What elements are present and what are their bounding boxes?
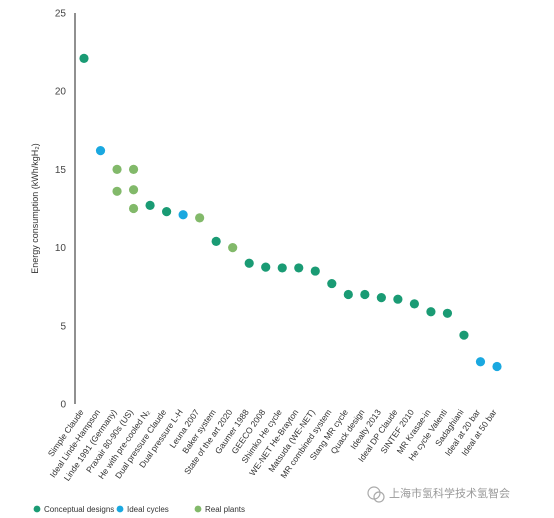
legend-marker-conceptual-designs bbox=[33, 505, 41, 513]
data-point-real-plants bbox=[128, 203, 139, 214]
watermark: 上海市氢科学技术氢智会 bbox=[367, 486, 510, 503]
data-point-conceptual-designs bbox=[79, 53, 89, 63]
y-axis-ticks: 0 5 10 15 20 25 bbox=[55, 9, 67, 411]
y-tick-label: 20 bbox=[55, 87, 67, 98]
y-tick-label: 5 bbox=[60, 321, 66, 332]
legend-marker-real-plants bbox=[194, 505, 202, 513]
data-point-conceptual-designs bbox=[459, 330, 469, 340]
legend-label-ideal-cycles: Ideal cycles bbox=[127, 505, 169, 514]
data-point-conceptual-designs bbox=[162, 207, 172, 217]
data-point-conceptual-designs bbox=[310, 266, 320, 276]
y-axis-label: Energy consumption (kWh/kgH₂) bbox=[30, 143, 40, 274]
legend-label-real-plants: Real plants bbox=[205, 505, 245, 514]
data-point-conceptual-designs bbox=[360, 289, 370, 300]
data-point-conceptual-designs bbox=[145, 200, 155, 210]
data-point-conceptual-designs bbox=[393, 294, 403, 304]
watermark-text: 上海市氢科学技术氢智会 bbox=[389, 486, 510, 500]
data-point-real-plants bbox=[112, 164, 122, 174]
legend-label-conceptual-designs: Conceptual designs bbox=[44, 505, 114, 514]
data-point-conceptual-designs bbox=[327, 278, 337, 289]
y-tick-label: 15 bbox=[55, 165, 67, 176]
data-point-real-plants bbox=[128, 185, 139, 195]
data-point-real-plants bbox=[228, 243, 238, 253]
data-point-conceptual-designs bbox=[211, 236, 221, 246]
data-point-ideal-cycles bbox=[178, 210, 188, 220]
data-point-ideal-cycles bbox=[492, 361, 502, 372]
data-point-conceptual-designs bbox=[294, 263, 304, 273]
data-point-conceptual-designs bbox=[409, 299, 419, 309]
data-point-real-plants bbox=[195, 213, 205, 223]
wechat-icon bbox=[367, 486, 385, 503]
legend-marker-ideal-cycles bbox=[116, 505, 124, 513]
data-point-conceptual-designs bbox=[343, 289, 353, 300]
y-tick-label: 0 bbox=[60, 400, 66, 411]
y-tick-label: 25 bbox=[55, 9, 67, 20]
data-point-ideal-cycles bbox=[475, 357, 486, 367]
data-point-conceptual-designs bbox=[426, 307, 436, 317]
data-point-conceptual-designs bbox=[442, 308, 453, 318]
data-point-real-plants bbox=[128, 164, 139, 174]
data-point-real-plants bbox=[112, 186, 122, 196]
data-point-conceptual-designs bbox=[277, 263, 287, 273]
data-points bbox=[79, 53, 502, 372]
data-point-conceptual-designs bbox=[261, 262, 271, 272]
data-point-conceptual-designs bbox=[244, 258, 254, 268]
data-point-conceptual-designs bbox=[376, 293, 386, 303]
y-tick-label: 10 bbox=[55, 243, 67, 254]
legend: Conceptual designs Ideal cycles Real plant… bbox=[33, 505, 245, 514]
data-point-ideal-cycles bbox=[95, 146, 106, 156]
